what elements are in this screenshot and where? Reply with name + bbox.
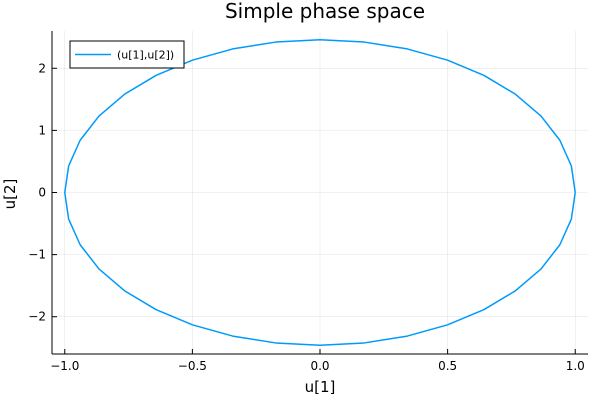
- series-line: [64, 38, 576, 347]
- x-tick-label: 0.5: [438, 359, 457, 373]
- grid-layer: [52, 31, 588, 354]
- y-tick-label: 1: [38, 123, 46, 137]
- x-tick-label: 0.0: [310, 359, 329, 373]
- y-axis-label: u[2]: [1, 179, 19, 210]
- y-tick-label: −1: [28, 248, 46, 262]
- legend-label: (u[1],u[2]): [117, 49, 174, 62]
- y-tick-label: 0: [38, 186, 46, 200]
- x-axis-label: u[1]: [305, 378, 336, 396]
- y-tick-label: −2: [28, 310, 46, 324]
- y-tick-label: 2: [38, 61, 46, 75]
- x-tick-label: 1.0: [566, 359, 585, 373]
- chart-title: Simple phase space: [225, 0, 425, 23]
- x-tick-label: −0.5: [178, 359, 207, 373]
- x-tick-label: −1.0: [50, 359, 79, 373]
- series-layer: [64, 38, 576, 347]
- ticks-layer: −1.0 −0.5 0.0 0.5 1.0 −2 −1 0 1 2: [28, 61, 584, 373]
- legend: (u[1],u[2]): [69, 40, 185, 69]
